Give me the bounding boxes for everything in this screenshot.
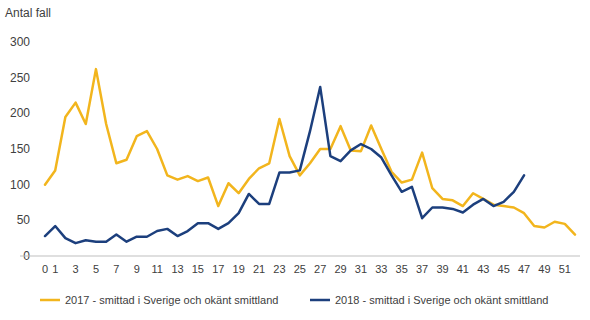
y-tick-label: 300 — [10, 35, 30, 49]
x-tick-label: 41 — [457, 263, 469, 275]
series-line — [45, 87, 524, 243]
x-tick-label: 1 — [52, 263, 58, 275]
x-tick-label: 33 — [375, 263, 387, 275]
legend-label: 2018 - smittad i Sverige och okänt smitt… — [335, 294, 548, 306]
x-tick-label: 21 — [253, 263, 265, 275]
legend-swatch — [40, 299, 60, 302]
x-tick-label: 7 — [113, 263, 119, 275]
y-tick-label: 200 — [10, 106, 30, 120]
y-tick-label: 150 — [10, 142, 30, 156]
x-tick-label: 0 — [42, 263, 48, 275]
x-tick-label: 43 — [477, 263, 489, 275]
x-tick-label: 5 — [93, 263, 99, 275]
x-tick-label: 19 — [233, 263, 245, 275]
x-tick-label: 51 — [559, 263, 571, 275]
x-tick-label: 17 — [212, 263, 224, 275]
x-tick-label: 27 — [314, 263, 326, 275]
y-tick-label: 50 — [17, 213, 31, 227]
x-tick-label: 37 — [416, 263, 428, 275]
plot-area — [45, 69, 575, 243]
series-line — [45, 69, 575, 234]
legend-swatch — [310, 299, 330, 302]
x-tick-label: 47 — [518, 263, 530, 275]
x-tick-label: 15 — [192, 263, 204, 275]
x-tick-label: 23 — [273, 263, 285, 275]
x-tick-label: 9 — [134, 263, 140, 275]
legend-label: 2017 - smittad i Sverige och okänt smitt… — [65, 294, 278, 306]
x-tick-label: 3 — [73, 263, 79, 275]
x-tick-label: 31 — [355, 263, 367, 275]
x-tick-label: 29 — [334, 263, 346, 275]
x-tick-label: 39 — [436, 263, 448, 275]
x-tick-label: 49 — [538, 263, 550, 275]
x-tick-label: 35 — [396, 263, 408, 275]
x-tick-label: 25 — [294, 263, 306, 275]
y-tick-label: 100 — [10, 178, 30, 192]
y-tick-label: 250 — [10, 71, 30, 85]
x-axis-line — [20, 256, 580, 257]
x-tick-label: 45 — [498, 263, 510, 275]
x-tick-label: 11 — [151, 263, 162, 275]
chart: Antal fall050100150200250300013579111315… — [0, 0, 590, 320]
y-axis-title: Antal fall — [5, 6, 51, 20]
x-tick-label: 13 — [171, 263, 183, 275]
